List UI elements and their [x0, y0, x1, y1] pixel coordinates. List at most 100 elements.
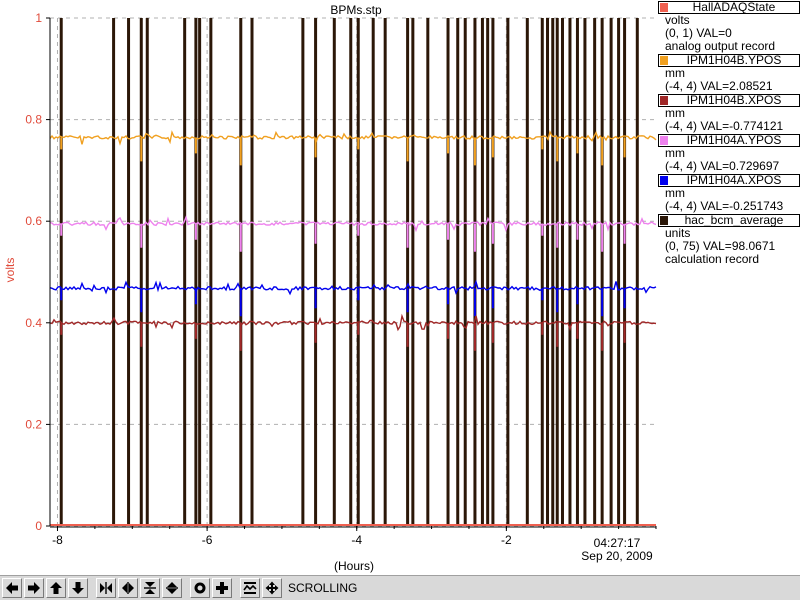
- bcm-dropout-mark: [250, 18, 254, 526]
- legend-entry[interactable]: IPM1H04B.XPOS mm (-4, 4) VAL=-0.774121: [658, 94, 800, 133]
- pan-left-button[interactable]: [2, 578, 22, 598]
- legend-units: mm: [665, 66, 685, 80]
- bcm-dropout-mark: [209, 18, 213, 526]
- legend-color: [660, 216, 668, 225]
- pan-right-button[interactable]: [24, 578, 44, 598]
- legend-units: mm: [665, 146, 685, 160]
- bcm-dropout-mark: [617, 18, 621, 526]
- legend-entry[interactable]: IPM1H04A.YPOS mm (-4, 4) VAL=0.729697: [658, 134, 800, 173]
- y-tick-label: 1: [35, 11, 42, 25]
- plot-traces: [49, 18, 657, 526]
- zoom-in-x-button[interactable]: [96, 578, 116, 598]
- legend-entry[interactable]: IPM1H04B.YPOS mm (-4, 4) VAL=2.08521: [658, 54, 800, 93]
- zoom-in-y-icon: [144, 582, 156, 594]
- bcm-dropout-mark: [551, 18, 555, 526]
- bcm-dropout-mark: [383, 18, 387, 526]
- legend-name: IPM1H04B.YPOS: [686, 53, 782, 67]
- x-tick-label: -2: [501, 533, 512, 547]
- bcm-dropout-mark: [301, 18, 305, 526]
- zoom-out-x-button[interactable]: [118, 578, 138, 598]
- legend-name: HallADAQState: [692, 0, 776, 14]
- bcm-dropout-mark: [575, 18, 579, 526]
- legend-entry[interactable]: IPM1H04A.XPOS mm (-4, 4) VAL=-0.251743: [658, 174, 800, 213]
- series-line-ipm1h04a-xpos: [49, 279, 657, 296]
- bcm-dropout-mark: [568, 18, 572, 526]
- legend-swatch[interactable]: IPM1H04A.YPOS: [658, 134, 800, 147]
- legend-name: hac_bcm_average: [684, 213, 784, 227]
- y-tick-label: 0: [35, 519, 42, 533]
- add-button[interactable]: [212, 578, 232, 598]
- bcm-dropout-mark: [600, 18, 604, 526]
- zoom-in-x-icon: [100, 582, 112, 594]
- pan-down-button[interactable]: [68, 578, 88, 598]
- bcm-dropout-mark: [145, 18, 149, 526]
- legend-range: (-4, 4) VAL=-0.251743: [665, 199, 784, 213]
- bcm-dropout-mark: [406, 18, 410, 526]
- toolbar: SCROLLING: [0, 575, 800, 600]
- bcm-dropout-mark: [525, 18, 529, 526]
- legend-name: IPM1H04A.YPOS: [686, 133, 782, 147]
- legend-swatch[interactable]: IPM1H04B.XPOS: [658, 94, 800, 107]
- bcm-dropout-mark: [239, 18, 243, 526]
- zoom-in-y-button[interactable]: [140, 578, 160, 598]
- bcm-dropout-mark: [139, 18, 143, 526]
- legend-units: units: [665, 226, 691, 240]
- bcm-dropout-mark: [486, 18, 490, 526]
- bcm-dropout-mark: [127, 18, 131, 526]
- zoom-out-y-button[interactable]: [162, 578, 182, 598]
- current-date: Sep 20, 2009: [581, 549, 653, 563]
- arrow-right-icon: [28, 582, 40, 594]
- legend-name: IPM1H04B.XPOS: [686, 93, 782, 107]
- bcm-dropout-mark: [411, 18, 415, 526]
- legend-desc: calculation record: [665, 252, 760, 266]
- bcm-dropout-mark: [506, 18, 510, 526]
- bcm-dropout-mark: [463, 18, 467, 526]
- x-axis-label: (Hours): [334, 559, 374, 573]
- settings-button[interactable]: [262, 578, 282, 598]
- pan-up-button[interactable]: [46, 578, 66, 598]
- strip-chart[interactable]: 0 0.2 0.4 0.6 0.8 1 -8 -6 -4 -2 BPMs.stp volts (H…: [0, 0, 658, 575]
- y-tick-label: 0.4: [25, 316, 42, 330]
- reset-button[interactable]: [190, 578, 210, 598]
- legend-range: (-4, 4) VAL=0.729697: [665, 159, 780, 173]
- legend-entry[interactable]: hac_bcm_average units (0, 75) VAL=98.0671 c…: [658, 214, 800, 266]
- bcm-dropout-mark: [540, 18, 544, 526]
- scroll-mode-button[interactable]: [240, 578, 260, 598]
- legend-name: IPM1H04A.XPOS: [686, 173, 782, 187]
- bcm-dropout-mark: [426, 18, 430, 526]
- bcm-dropout-mark: [446, 18, 450, 526]
- series-line-ipm1h04b-ypos: [49, 129, 657, 146]
- plus-icon: [216, 582, 228, 594]
- legend-swatch[interactable]: IPM1H04B.YPOS: [658, 54, 800, 67]
- bcm-dropout-mark: [593, 18, 597, 526]
- bcm-dropout-mark: [198, 18, 202, 526]
- legend: HallADAQState volts (0, 1) VAL=0 analog out…: [658, 0, 800, 266]
- scroll-mode-icon: [243, 582, 257, 594]
- arrow-left-icon: [6, 582, 18, 594]
- legend-color: [660, 176, 668, 185]
- legend-swatch[interactable]: IPM1H04A.XPOS: [658, 174, 800, 187]
- bcm-dropout-mark: [194, 18, 198, 526]
- x-tick-label: -6: [202, 533, 213, 547]
- legend-range: (-4, 4) VAL=-0.774121: [665, 119, 784, 133]
- legend-swatch[interactable]: hac_bcm_average: [658, 214, 800, 227]
- legend-color: [660, 56, 668, 65]
- plot-title: BPMs.stp: [330, 3, 382, 17]
- bcm-dropout-mark: [356, 18, 360, 526]
- bcm-dropout-mark: [314, 18, 318, 526]
- y-tick-label: 0.2: [25, 417, 42, 431]
- legend-range: (-4, 4) VAL=2.08521: [665, 79, 773, 93]
- legend-color: [660, 136, 668, 145]
- legend-entry[interactable]: HallADAQState volts (0, 1) VAL=0 analog out…: [658, 1, 800, 53]
- legend-swatch[interactable]: HallADAQState: [658, 1, 800, 14]
- series-line-ipm1h04b-xpos: [49, 313, 657, 332]
- circle-icon: [194, 582, 206, 594]
- arrow-down-icon: [72, 582, 84, 594]
- legend-desc: analog output record: [665, 39, 776, 53]
- y-axis-label: volts: [3, 258, 17, 283]
- legend-units: mm: [665, 186, 685, 200]
- zoom-out-x-icon: [122, 582, 134, 594]
- legend-units: mm: [665, 106, 685, 120]
- bcm-dropout-mark: [332, 18, 336, 526]
- bcm-dropout-mark: [491, 18, 495, 526]
